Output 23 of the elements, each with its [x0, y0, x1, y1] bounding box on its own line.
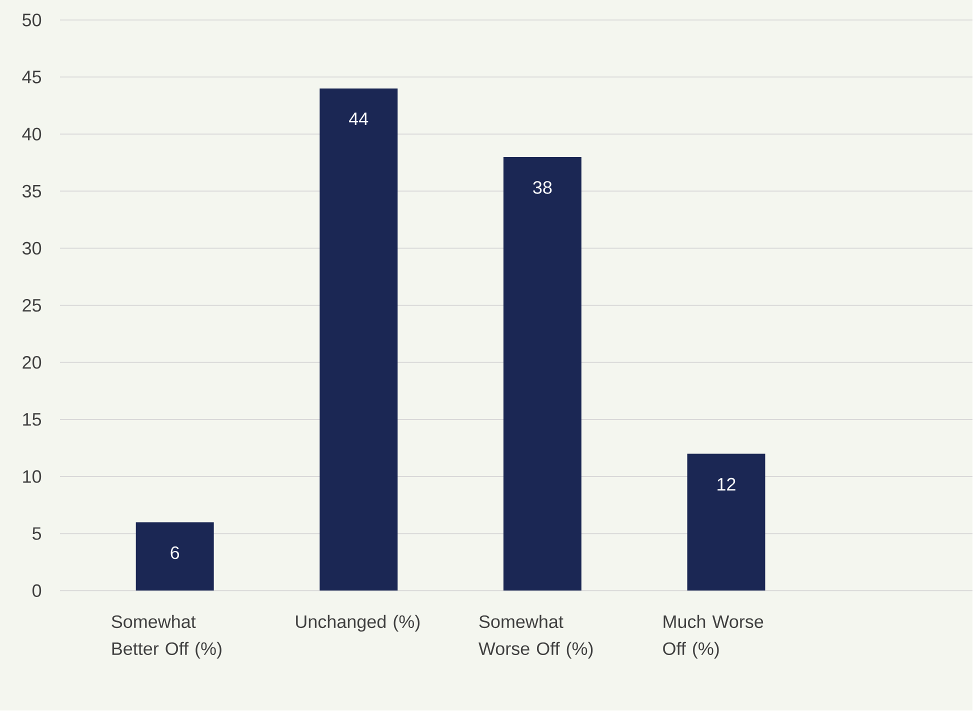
- bar: [503, 157, 582, 591]
- data-label: 44: [349, 112, 368, 126]
- bar: [687, 454, 766, 591]
- data-label: 38: [533, 181, 552, 194]
- bar: [320, 88, 398, 591]
- x-tick-label: Somewhat Better Off (%): [112, 615, 222, 659]
- y-tick-label: 20: [22, 356, 42, 369]
- y-tick-label: 10: [23, 470, 42, 484]
- x-tick-label: Much Worse Off (%): [663, 615, 764, 659]
- bar: [136, 522, 214, 591]
- y-tick-label: 40: [22, 128, 42, 141]
- data-label: 12: [718, 478, 736, 491]
- x-tick-label: Unchanged (%): [296, 615, 420, 632]
- y-tick-label: 5: [32, 528, 42, 540]
- x-tick-label: Somewhat Worse Off (%): [478, 615, 593, 659]
- y-tick-label: 0: [32, 584, 42, 598]
- data-label: 6: [170, 546, 180, 560]
- y-tick-label: 15: [23, 413, 42, 426]
- y-tick-label: 35: [22, 185, 42, 198]
- y-tick-label: 45: [22, 70, 42, 84]
- y-tick-label: 30: [22, 242, 42, 255]
- y-tick-label: 50: [22, 14, 42, 27]
- y-tick-label: 25: [22, 299, 42, 312]
